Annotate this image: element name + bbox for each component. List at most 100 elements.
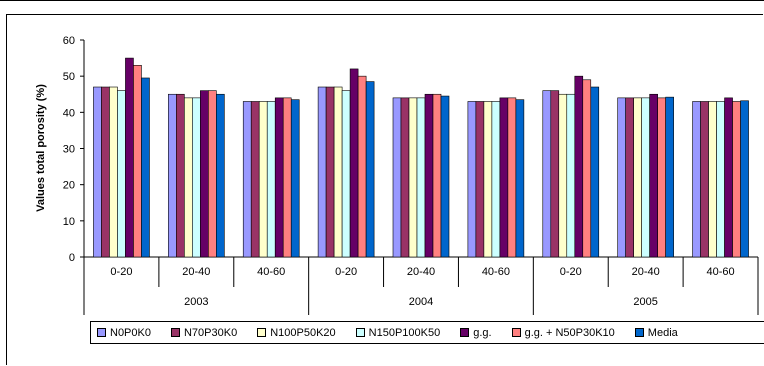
- bar: [282, 97, 292, 258]
- top-rule: [0, 0, 764, 1]
- bar: [641, 97, 650, 258]
- bar: [400, 97, 410, 258]
- bar: [168, 93, 177, 258]
- bar: [657, 97, 666, 258]
- bar: [499, 97, 509, 258]
- y-tick-label: 60: [63, 35, 75, 47]
- bar: [141, 77, 150, 258]
- legend-swatch: [355, 328, 365, 337]
- legend-item: N70P30K0: [170, 326, 238, 339]
- x-tick-label: 40-60: [257, 266, 285, 278]
- x-tick-label: 40-60: [482, 266, 510, 278]
- legend-swatch: [170, 328, 180, 337]
- legend-item: N150P100K50: [355, 326, 441, 339]
- y-axis-label: Values total porosity (%): [35, 84, 47, 212]
- y-tick-label: 40: [63, 107, 75, 119]
- y-tick-label: 50: [63, 71, 75, 83]
- legend-item: Media: [634, 326, 678, 339]
- x-tick-label: 0-20: [335, 266, 357, 278]
- bar: [416, 97, 426, 258]
- bar: [582, 79, 592, 258]
- legend-label: Media: [647, 326, 678, 339]
- bar: [101, 86, 110, 258]
- bar: [625, 97, 634, 258]
- bar: [93, 86, 102, 258]
- bar: [274, 97, 284, 258]
- bar: [633, 97, 642, 258]
- bar: [266, 101, 276, 258]
- legend: N0P0K0 N70P30K0 N100P50K20 N150P100K50 g.g. g…: [90, 321, 764, 344]
- x-tick-label: 40-60: [706, 266, 734, 278]
- bar: [250, 101, 260, 258]
- bar: [617, 97, 626, 258]
- bar: [341, 90, 351, 258]
- bar: [483, 101, 493, 258]
- x-tick-label: 0-20: [110, 266, 132, 278]
- bar: [349, 68, 359, 258]
- bar: [333, 86, 343, 258]
- x-tick-label: 20-40: [182, 266, 210, 278]
- legend-label: N150P100K50: [368, 326, 441, 339]
- bar: [558, 93, 568, 258]
- bar: [542, 90, 552, 258]
- legend-swatch: [511, 328, 521, 337]
- bar: [716, 101, 725, 258]
- bar: [184, 97, 193, 258]
- bar: [574, 75, 584, 258]
- bar: [724, 97, 733, 258]
- bar: [649, 93, 658, 258]
- legend-swatch: [634, 328, 644, 337]
- bar: [290, 99, 300, 258]
- bar: [491, 101, 501, 258]
- legend-label: N0P0K0: [110, 326, 151, 339]
- legend-label: g.g. + N50P30K10: [524, 326, 615, 339]
- bar: [467, 101, 477, 258]
- bar: [408, 97, 418, 258]
- bar: [192, 97, 201, 258]
- bar: [432, 93, 442, 258]
- bar: [109, 86, 118, 258]
- y-tick-label: 10: [63, 216, 75, 228]
- legend-swatch: [257, 328, 267, 337]
- bar: [125, 57, 134, 258]
- bar: [692, 101, 701, 258]
- bar: [208, 90, 217, 258]
- bar: [242, 101, 252, 258]
- bar: [475, 101, 485, 258]
- bar: [133, 65, 142, 258]
- legend-label: N100P50K20: [270, 326, 336, 339]
- bar: [216, 93, 225, 258]
- y-tick-label: 20: [63, 180, 75, 192]
- bar: [700, 101, 709, 258]
- x-group-label: 2004: [409, 296, 433, 308]
- x-group-label: 2005: [633, 296, 657, 308]
- bar: [665, 96, 674, 258]
- legend-swatch: [460, 328, 470, 337]
- plot-area: 0 10 20 30 40 50 60 0-20 20-40 40-60 2003 0-20 20-40…: [63, 35, 759, 315]
- bar: [258, 101, 268, 258]
- x-tick-label: 20-40: [407, 266, 435, 278]
- legend-item: N100P50K20: [257, 326, 336, 339]
- bar: [590, 86, 600, 258]
- bar: [740, 100, 749, 258]
- bar-chart: Values total porosity (%) 01020304050600…: [35, 35, 759, 315]
- x-tick-label: 20-40: [632, 266, 660, 278]
- bar: [566, 93, 576, 258]
- legend-label: N70P30K0: [183, 326, 238, 339]
- bar: [732, 101, 741, 258]
- chart-frame: [6, 14, 763, 365]
- x-tick-label: 0-20: [560, 266, 582, 278]
- bar: [117, 90, 126, 258]
- bar: [424, 93, 434, 258]
- bar: [440, 95, 450, 258]
- legend-swatch: [97, 328, 106, 337]
- bar: [365, 81, 375, 258]
- bar: [200, 90, 209, 258]
- legend-label: g.g.: [473, 326, 492, 339]
- bar: [515, 99, 525, 258]
- bar: [392, 97, 402, 258]
- bar: [357, 75, 367, 258]
- bar: [550, 90, 560, 258]
- y-tick-label: 30: [63, 144, 75, 156]
- bar: [317, 86, 327, 258]
